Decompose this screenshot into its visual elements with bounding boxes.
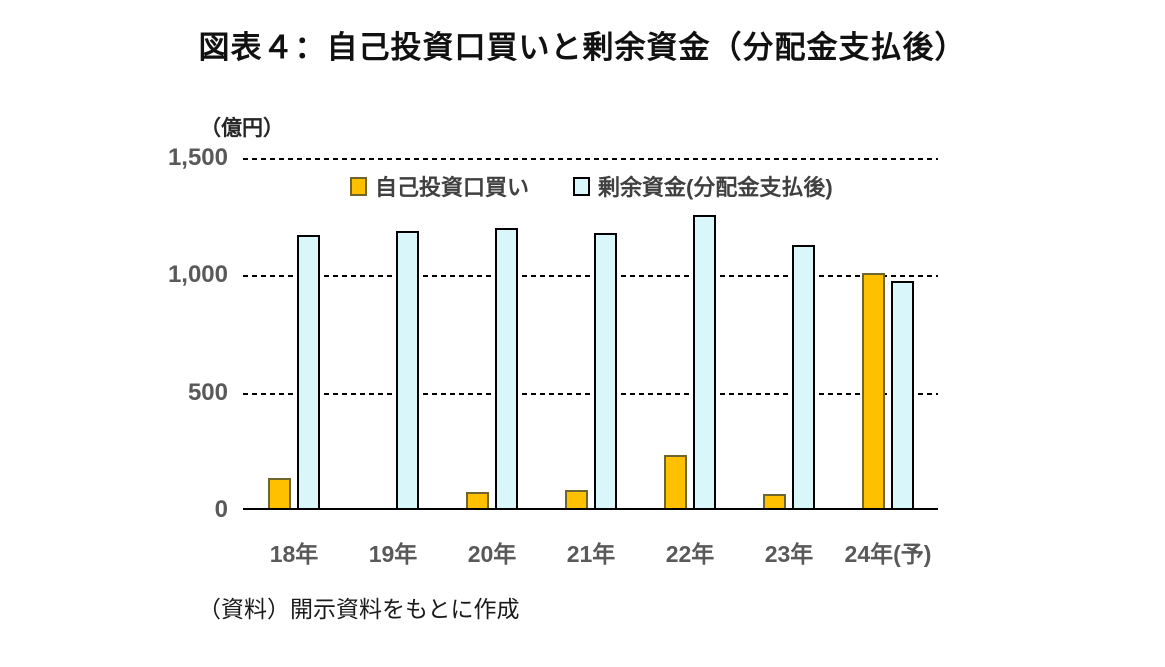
legend-label-surplus-funds: 剰余資金(分配金支払後) [598,175,833,200]
y-axis-unit-label: （億円） [200,117,284,140]
y-tick-label-500: 500 [187,378,228,406]
x-tick-label-19年: 19年 [368,541,418,567]
bar-series0-24年(予) [862,273,885,510]
y-tick-label-1500: 1,500 [167,144,228,171]
legend-swatch-surplus-funds [573,176,590,196]
bar-series1-19年 [396,231,419,510]
bar-series1-20年 [495,228,518,510]
x-axis-line [243,508,938,510]
x-tick-label-22年: 22年 [665,541,715,567]
bar-series1-18年 [297,235,320,510]
legend-item-surplus-funds: 剰余資金(分配金支払後) [573,170,833,202]
bar-series0-18年 [268,478,291,510]
bar-series0-23年 [763,494,786,510]
gridline-1000 [243,275,938,278]
x-tick-label-23年: 23年 [764,541,814,567]
bar-series0-22年 [664,455,687,510]
chart-title: 図表４：自己投資口買いと剰余資金（分配金支払後） [198,30,967,65]
x-tick-label-20年: 20年 [467,541,517,567]
legend-label-own-investment: 自己投資口買い [375,175,530,200]
gridline-500 [243,392,938,395]
bar-series0-20年 [466,492,489,510]
bar-series1-24年(予) [891,281,914,510]
source-note: （資料）開示資料をもとに作成 [198,596,520,622]
x-tick-label-18年: 18年 [269,541,319,567]
y-tick-label-0: 0 [214,496,228,523]
bar-series1-21年 [594,233,617,510]
legend-item-own-investment: 自己投資口買い [350,170,529,202]
legend-swatch-own-investment [350,176,367,196]
bar-series1-22年 [693,215,716,510]
bar-series0-21年 [565,490,588,510]
y-tick-label-1000: 1,000 [167,261,228,289]
bar-series1-23年 [792,245,815,510]
gridline-1500 [243,158,938,160]
x-tick-label-21年: 21年 [566,541,616,567]
plot-area [243,158,938,510]
x-tick-label-24年(予): 24年(予) [844,541,932,567]
